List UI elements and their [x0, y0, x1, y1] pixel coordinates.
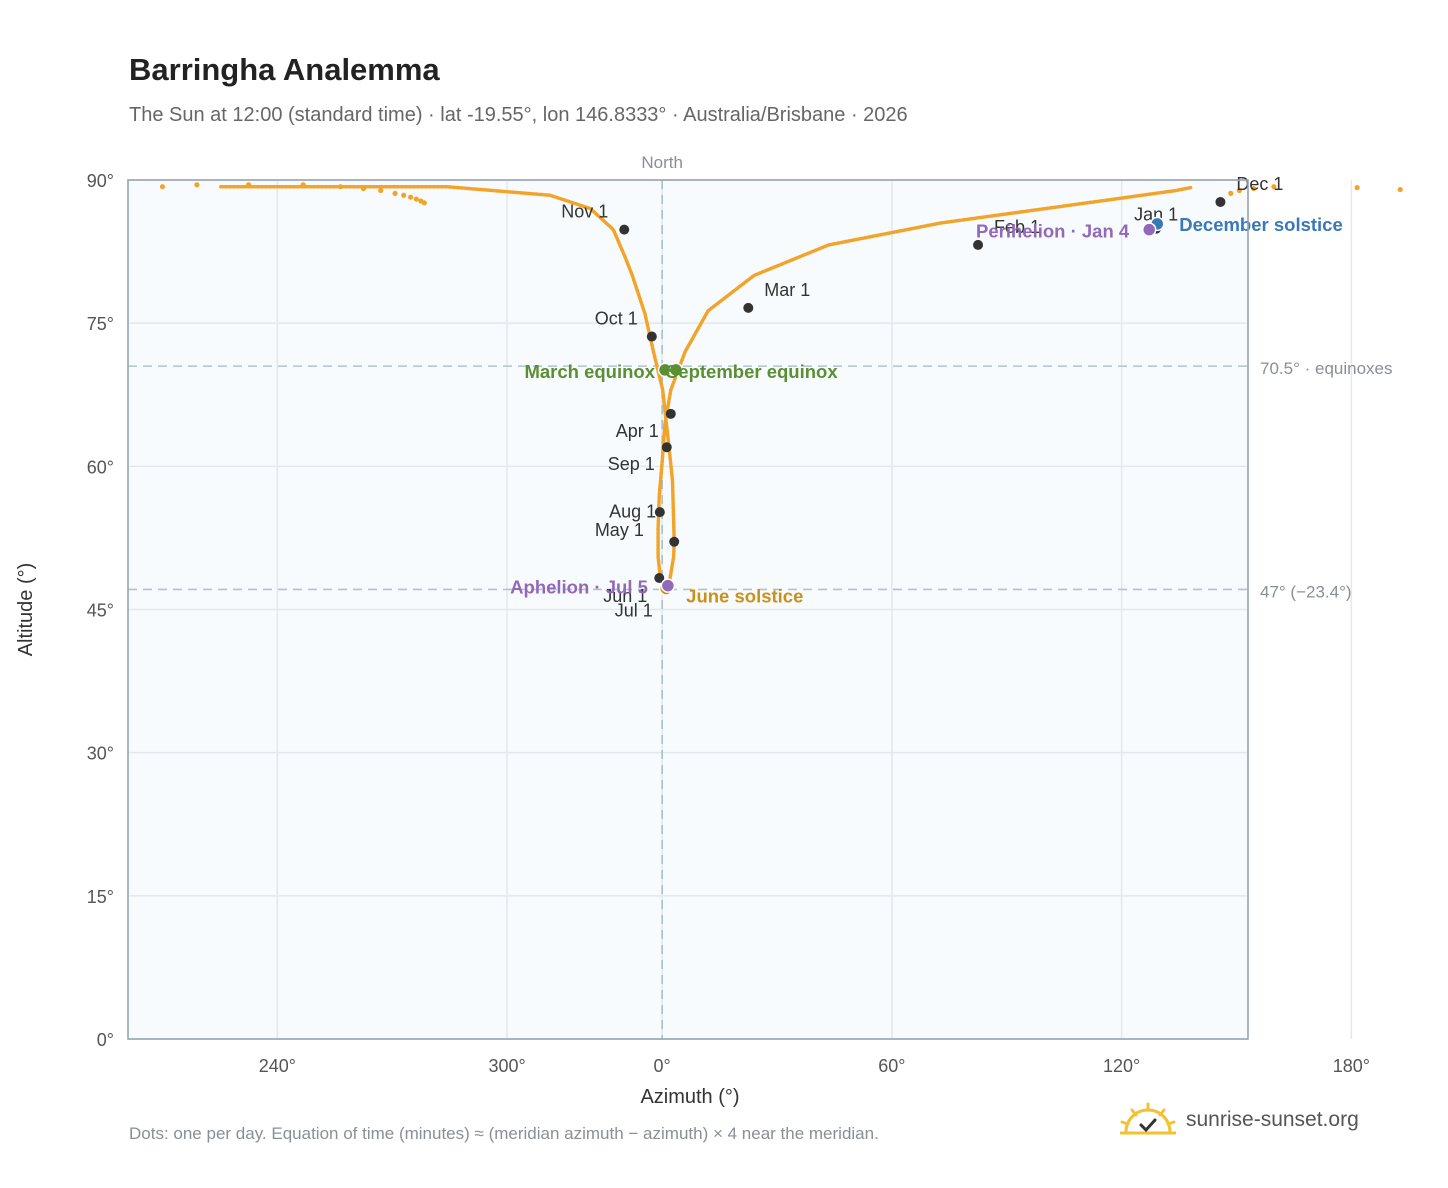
- event-marker-label: March equinox: [524, 361, 655, 382]
- y-tick-label: 60°: [87, 457, 114, 477]
- axis-labels: 240° 300° 0° 60° 120° 180° 0° 15° 30° 45° 60° 75° 90…: [15, 171, 1370, 1108]
- daily-dot: [401, 192, 407, 198]
- y-tick-label: 75°: [87, 314, 114, 334]
- daily-dot: [337, 184, 344, 190]
- daily-dot: [378, 187, 384, 194]
- x-tick-label: 60°: [878, 1056, 905, 1076]
- event-marker-label: September equinox: [666, 361, 838, 382]
- month-marker-label: Jun 1: [603, 586, 647, 606]
- month-marker-label: Dec 1: [1236, 174, 1283, 194]
- reference-line-label: 70.5° · equinoxes: [1260, 359, 1393, 378]
- chart-subtitle: The Sun at 12:00 (standard time) · lat -…: [129, 104, 908, 126]
- month-marker-dot: [661, 442, 672, 453]
- month-marker-label: May 1: [595, 520, 644, 540]
- month-marker-label: Mar 1: [764, 280, 810, 300]
- x-tick-label: 0°: [654, 1056, 671, 1076]
- month-marker-dot: [1215, 196, 1226, 207]
- daily-dot: [159, 184, 166, 190]
- daily-dot: [421, 200, 427, 206]
- month-marker-dot: [654, 573, 665, 584]
- y-tick-label: 45°: [87, 601, 114, 621]
- daily-dot: [1271, 184, 1277, 190]
- footnote: Dots: one per day. Equation of time (min…: [129, 1124, 879, 1143]
- daily-dot: [413, 196, 419, 202]
- daily-dot: [300, 182, 306, 188]
- event-marker-dot: [1141, 222, 1157, 237]
- month-marker-dot: [646, 331, 657, 342]
- x-tick-label: 180°: [1333, 1056, 1370, 1076]
- daily-dot: [407, 194, 414, 200]
- reference-line-label: 47° (−23.4°): [1260, 582, 1352, 601]
- month-marker-dot: [654, 507, 665, 518]
- daily-dot: [246, 182, 252, 188]
- month-marker-label: Sep 1: [608, 454, 655, 474]
- month-marker-label: Nov 1: [561, 202, 608, 222]
- month-marker-dot: [669, 536, 680, 547]
- sun-logo-icon: [1120, 1102, 1176, 1135]
- y-tick-label: 30°: [87, 744, 114, 764]
- daily-dot: [1397, 186, 1403, 193]
- daily-dot: [360, 185, 367, 192]
- brand-name: sunrise-sunset.org: [1186, 1108, 1359, 1131]
- y-tick-label: 0°: [97, 1030, 114, 1050]
- y-axis-title: Altitude (°): [15, 563, 37, 657]
- month-marker-dot: [665, 408, 676, 419]
- x-tick-label: 240°: [259, 1056, 296, 1076]
- daily-dot: [1236, 187, 1242, 194]
- daily-dot: [1251, 185, 1257, 192]
- event-marker-label: Perihelion · Jan 4: [976, 221, 1130, 242]
- reference-lines: 70.5° · equinoxes 47° (−23.4°): [128, 359, 1393, 601]
- x-tick-label: 120°: [1103, 1056, 1140, 1076]
- chart-title: Barringha Analemma: [129, 52, 440, 87]
- plot-frame: [127, 179, 1249, 1040]
- month-marker-label: Aug 1: [609, 502, 656, 522]
- month-marker-label: Oct 1: [595, 309, 638, 329]
- x-axis-title: Azimuth (°): [640, 1086, 739, 1108]
- daily-dot: [194, 182, 200, 188]
- event-markers: March equinox September equinox December s…: [510, 214, 1343, 607]
- plot-border: [127, 179, 1249, 1040]
- daily-dot: [1354, 185, 1360, 191]
- daily-dot: [1228, 190, 1234, 196]
- event-marker-dot: [660, 578, 676, 593]
- north-line: North: [641, 153, 683, 1039]
- month-marker-dot: [619, 224, 630, 235]
- event-marker-label: June solstice: [686, 586, 803, 607]
- north-label: North: [641, 153, 683, 172]
- month-marker-label: Apr 1: [616, 421, 659, 441]
- event-marker-label: Aphelion · Jul 5: [510, 577, 648, 598]
- event-marker-label: December solstice: [1179, 214, 1343, 235]
- x-tick-label: 300°: [488, 1056, 525, 1076]
- month-marker-label: Jul 1: [615, 601, 653, 621]
- y-tick-label: 15°: [87, 887, 114, 907]
- event-marker-dot: [668, 362, 684, 378]
- month-marker-label: Jan 1: [1134, 205, 1178, 225]
- brand[interactable]: sunrise-sunset.org: [1120, 1102, 1359, 1138]
- daily-dot: [392, 190, 398, 196]
- month-marker-label: Feb 1: [994, 217, 1040, 237]
- month-marker-dot: [973, 239, 984, 250]
- y-tick-label: 90°: [87, 171, 114, 191]
- month-marker-dot: [743, 302, 754, 313]
